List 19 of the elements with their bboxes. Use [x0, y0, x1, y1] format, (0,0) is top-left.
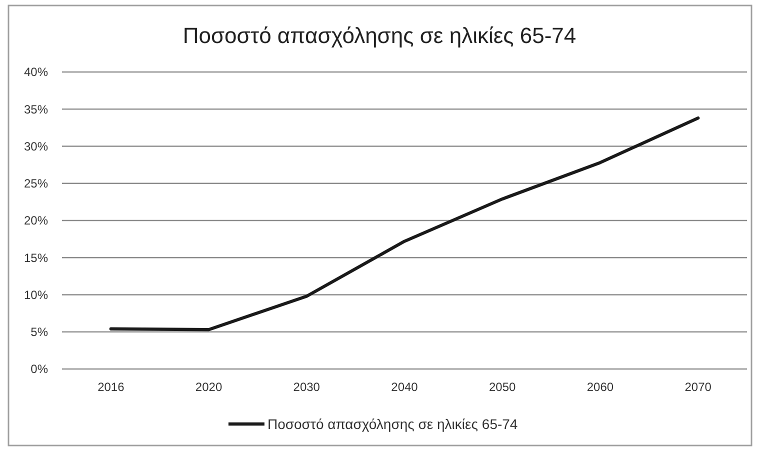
line-series [109, 116, 700, 332]
x-tick-label: 2060 [586, 380, 614, 394]
y-tick-label: 20% [24, 214, 48, 228]
y-tick-label: 40% [24, 65, 48, 80]
x-tick-label: 2070 [684, 380, 712, 394]
legend-label: Ποσοστό απασχόλησης σε ηλικίες 65-74 [267, 416, 518, 432]
y-tick-label: 25% [24, 176, 48, 191]
x-tick-label: 2040 [391, 380, 418, 394]
x-tick-label: 2030 [293, 380, 320, 394]
y-tick-label: 30% [24, 139, 48, 154]
chart-title: Ποσοστό απασχόλησης σε ηλικίες 65-74 [182, 23, 576, 48]
x-tick-label: 2050 [489, 380, 516, 394]
x-tick-label: 2020 [195, 380, 222, 394]
y-tick-label: 5% [30, 325, 48, 340]
y-tick-label: 35% [24, 102, 48, 116]
x-tick-label: 2016 [98, 380, 125, 394]
y-tick-label: 0% [30, 362, 48, 376]
y-tick-label: 15% [24, 250, 48, 265]
y-tick-label: 10% [24, 288, 48, 302]
